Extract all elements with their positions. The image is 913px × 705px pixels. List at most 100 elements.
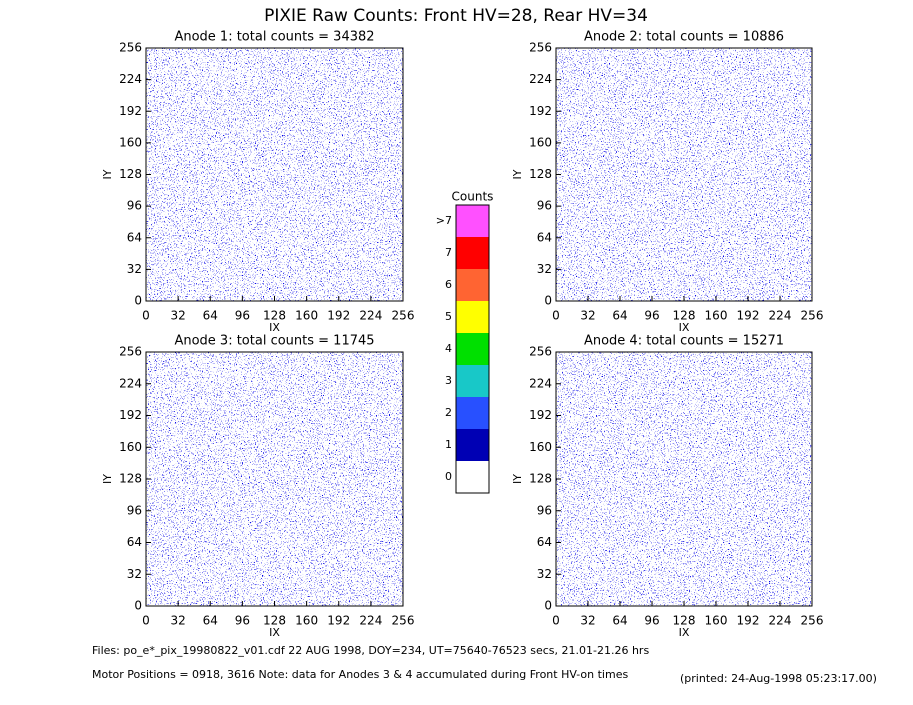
- x-tick-label: 64: [203, 614, 218, 628]
- colorbar-swatch: [456, 237, 489, 269]
- y-axis-label: IY: [101, 474, 114, 484]
- colorbar-label: >7: [436, 214, 452, 227]
- y-tick-label: 160: [119, 135, 142, 149]
- count-speckle: [146, 352, 403, 606]
- x-tick-label: 0: [552, 309, 560, 323]
- x-tick-label: 256: [392, 309, 415, 323]
- y-tick-label: 96: [127, 199, 142, 213]
- colorbar-label: 0: [445, 470, 452, 483]
- x-axis-label: IX: [269, 626, 280, 639]
- count-speckle: [556, 352, 812, 606]
- footer-printed: (printed: 24-Aug-1998 05:23:17.00): [680, 672, 877, 685]
- y-tick-label: 0: [134, 599, 142, 613]
- x-tick-label: 32: [580, 614, 595, 628]
- y-tick-label: 224: [119, 72, 142, 86]
- x-tick-label: 64: [612, 614, 627, 628]
- x-tick-label: 128: [263, 614, 286, 628]
- y-tick-label: 128: [119, 472, 142, 486]
- y-tick-label: 32: [127, 567, 142, 581]
- y-tick-label: 64: [127, 230, 142, 244]
- x-axis-label: IX: [269, 321, 280, 334]
- x-tick-label: 192: [327, 614, 350, 628]
- colorbar-swatch: [456, 429, 489, 461]
- panel-title: Anode 2: total counts = 10886: [584, 30, 784, 45]
- y-axis-label: IY: [101, 169, 114, 179]
- x-tick-label: 256: [801, 309, 824, 323]
- x-tick-label: 160: [705, 614, 728, 628]
- y-tick-label: 128: [529, 472, 552, 486]
- colorbar-swatch: [456, 269, 489, 301]
- colorbar-title: Counts: [452, 190, 494, 204]
- y-tick-label: 0: [134, 294, 142, 308]
- y-axis-label: IY: [511, 474, 524, 484]
- x-tick-label: 0: [552, 614, 560, 628]
- x-tick-label: 160: [295, 614, 318, 628]
- x-tick-label: 160: [295, 309, 318, 323]
- x-tick-label: 0: [142, 614, 150, 628]
- x-tick-label: 128: [673, 309, 696, 323]
- y-tick-label: 160: [529, 440, 552, 454]
- y-tick-label: 64: [127, 535, 142, 549]
- y-tick-label: 32: [537, 567, 552, 581]
- y-tick-label: 0: [544, 294, 552, 308]
- y-tick-label: 224: [119, 376, 142, 390]
- y-tick-label: 0: [544, 599, 552, 613]
- y-tick-label: 128: [529, 167, 552, 181]
- colorbar-label: 6: [445, 278, 452, 291]
- y-tick-label: 192: [119, 104, 142, 118]
- x-tick-label: 96: [235, 309, 250, 323]
- colorbar-label: 7: [445, 246, 452, 259]
- x-tick-label: 0: [142, 309, 150, 323]
- y-tick-label: 256: [529, 345, 552, 359]
- x-tick-label: 160: [705, 309, 728, 323]
- y-tick-label: 192: [119, 408, 142, 422]
- x-tick-label: 224: [769, 614, 792, 628]
- y-tick-label: 96: [127, 503, 142, 517]
- x-tick-label: 96: [644, 309, 659, 323]
- colorbar-swatch: [456, 205, 489, 237]
- colorbar-swatch: [456, 397, 489, 429]
- y-tick-label: 160: [119, 440, 142, 454]
- y-tick-label: 256: [119, 345, 142, 359]
- y-tick-label: 96: [537, 503, 552, 517]
- footer-motor: Motor Positions = 0918, 3616 Note: data …: [92, 668, 628, 681]
- x-axis-label: IX: [679, 626, 690, 639]
- x-tick-label: 128: [263, 309, 286, 323]
- colorbar-label: 5: [445, 310, 452, 323]
- panel-title: Anode 4: total counts = 15271: [584, 334, 784, 349]
- y-tick-label: 224: [529, 376, 552, 390]
- colorbar-label: 2: [445, 406, 452, 419]
- colorbar-swatch: [456, 365, 489, 397]
- x-tick-label: 64: [203, 309, 218, 323]
- x-tick-label: 256: [392, 614, 415, 628]
- colorbar-frame: [455, 204, 490, 494]
- y-tick-label: 192: [529, 408, 552, 422]
- x-tick-label: 96: [235, 614, 250, 628]
- colorbar-label: 3: [445, 374, 452, 387]
- y-tick-label: 32: [127, 262, 142, 276]
- x-tick-label: 32: [580, 309, 595, 323]
- y-tick-label: 32: [537, 262, 552, 276]
- x-tick-label: 96: [644, 614, 659, 628]
- colorbar-label: 4: [445, 342, 452, 355]
- count-speckle: [556, 48, 812, 301]
- count-speckle: [146, 48, 403, 301]
- y-tick-label: 224: [529, 72, 552, 86]
- footer-files: Files: po_e*_pix_19980822_v01.cdf 22 AUG…: [92, 644, 649, 657]
- x-tick-label: 224: [769, 309, 792, 323]
- x-tick-label: 256: [801, 614, 824, 628]
- x-tick-label: 32: [170, 309, 185, 323]
- x-tick-label: 64: [612, 309, 627, 323]
- y-tick-label: 256: [119, 41, 142, 55]
- x-tick-label: 128: [673, 614, 696, 628]
- y-tick-label: 160: [529, 135, 552, 149]
- y-tick-label: 96: [537, 199, 552, 213]
- y-tick-label: 64: [537, 230, 552, 244]
- y-tick-label: 128: [119, 167, 142, 181]
- y-tick-label: 256: [529, 41, 552, 55]
- y-tick-label: 192: [529, 104, 552, 118]
- y-axis-label: IY: [511, 169, 524, 179]
- figure-title: PIXIE Raw Counts: Front HV=28, Rear HV=3…: [264, 6, 648, 26]
